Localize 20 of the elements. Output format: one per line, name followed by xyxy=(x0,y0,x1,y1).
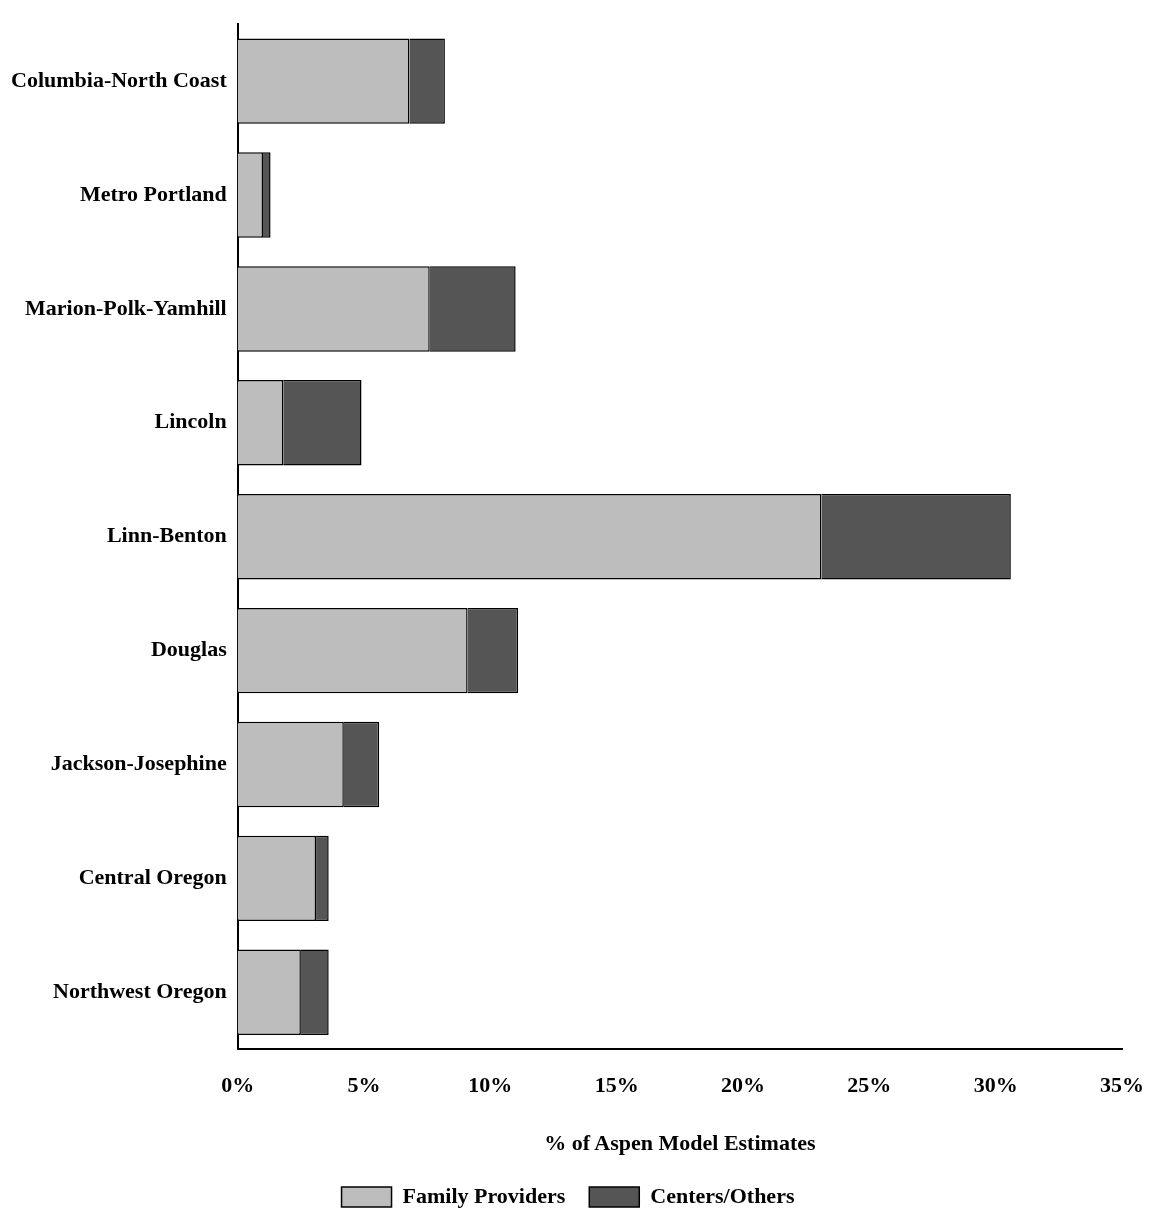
legend-label: Centers/Others xyxy=(650,1182,795,1208)
y-tick-label: Jackson-Josephine xyxy=(50,750,227,776)
legend-label: Family Providers xyxy=(402,1182,566,1208)
x-tick-label: 25% xyxy=(847,1072,892,1098)
y-tick-label: Central Oregon xyxy=(78,864,227,890)
y-tick-label: Douglas xyxy=(150,636,228,662)
x-tick-label: 20% xyxy=(721,1072,766,1098)
x-tick-label: 30% xyxy=(973,1072,1018,1098)
y-tick-label: Metro Portland xyxy=(79,180,227,206)
y-tick-label: Columbia-North Coast xyxy=(10,66,228,92)
y-tick-label: Linn-Benton xyxy=(106,522,227,548)
x-axis-title: % of Aspen Model Estimates xyxy=(544,1130,816,1156)
x-tick-label: 15% xyxy=(594,1072,639,1098)
x-tick-label: 0% xyxy=(221,1072,255,1098)
x-tick-label: 10% xyxy=(468,1072,513,1098)
x-tick-label: 5% xyxy=(347,1072,381,1098)
y-tick-label: Lincoln xyxy=(154,408,227,434)
x-tick-label: 35% xyxy=(1100,1072,1144,1098)
y-tick-label: Northwest Oregon xyxy=(52,977,227,1003)
y-tick-label: Marion-Polk-Yamhill xyxy=(25,294,227,320)
